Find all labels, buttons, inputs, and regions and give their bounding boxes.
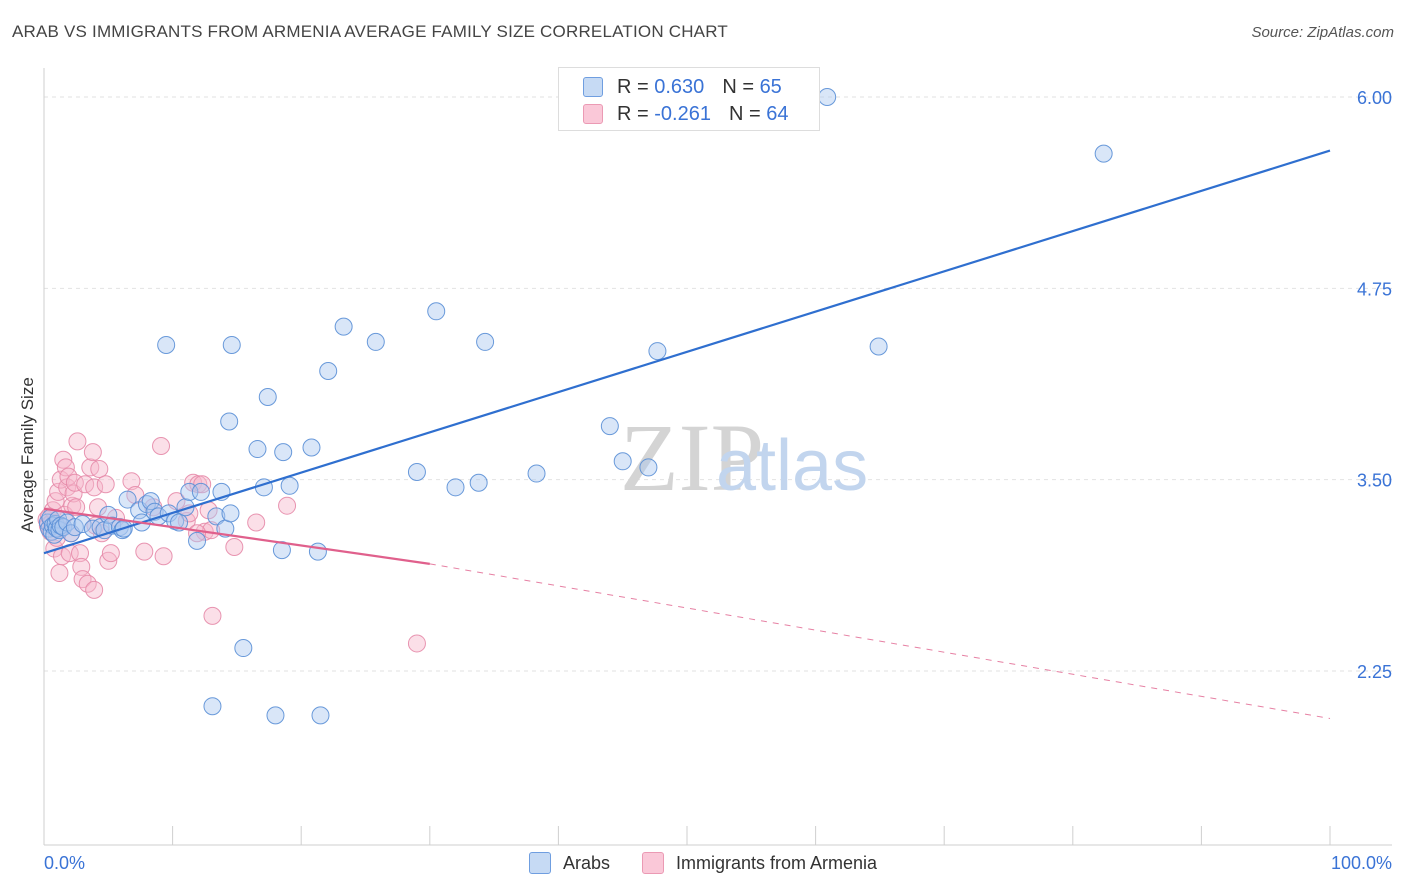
data-point <box>302 438 321 457</box>
trend-line-armenia <box>43 507 430 565</box>
series-legend: Arabs Immigrants from Armenia <box>0 852 1406 874</box>
data-point <box>81 458 100 477</box>
data-point <box>818 88 837 106</box>
data-point <box>225 538 244 557</box>
series-immigrants-from-armenia-points <box>37 432 426 653</box>
data-point <box>427 302 446 321</box>
data-point <box>600 417 619 436</box>
data-point <box>274 443 293 462</box>
data-point <box>280 476 299 495</box>
y-tick-label-3: 6.00 <box>1357 88 1392 108</box>
data-point <box>188 531 207 550</box>
legend-label: Immigrants from Armenia <box>675 852 878 873</box>
data-point <box>207 507 226 526</box>
data-point <box>639 458 658 477</box>
y-tick-label-1: 3.50 <box>1357 471 1392 491</box>
data-point <box>135 542 154 561</box>
tick-labels: 2.25 3.50 4.75 6.00 0.0% 100.0% <box>44 88 1392 873</box>
data-point <box>73 515 92 534</box>
data-point <box>407 634 426 653</box>
legend-label: Arabs <box>562 852 610 873</box>
legend-row-arabs: R = 0.630 N = 65 <box>583 74 782 100</box>
blue-swatch <box>528 852 551 874</box>
axes <box>43 68 1392 846</box>
watermark-atlas: atlas <box>716 426 868 506</box>
data-point <box>366 332 385 351</box>
trend-lines <box>43 149 1331 719</box>
data-point <box>157 335 176 354</box>
data-point <box>90 459 109 478</box>
stats-legend: R = 0.630 N = 65 R = -0.261 N = 64 <box>558 67 820 131</box>
data-point <box>141 492 160 511</box>
n-value: 65 <box>759 75 782 98</box>
data-point <box>266 706 285 725</box>
n-value: 64 <box>766 102 789 125</box>
x-tick-label-min: 0.0% <box>44 853 85 873</box>
data-point <box>308 542 327 561</box>
data-point <box>202 521 221 540</box>
trend-line-arabs <box>43 149 1331 555</box>
data-point <box>222 335 241 354</box>
data-point <box>527 464 546 483</box>
data-point <box>191 482 210 501</box>
chart-title: ARAB VS IMMIGRANTS FROM ARMENIA AVERAGE … <box>12 22 728 41</box>
data-point <box>446 478 465 497</box>
data-point <box>96 475 115 494</box>
data-point <box>154 547 173 566</box>
data-point <box>1094 144 1113 163</box>
r-value: 0.630 <box>654 75 705 98</box>
data-point <box>476 332 495 351</box>
r-label: R = <box>617 102 649 125</box>
pink-swatch <box>641 852 664 874</box>
r-label: R = <box>617 75 649 98</box>
data-point <box>85 580 104 599</box>
data-point <box>67 498 86 517</box>
grid-lines <box>44 96 1392 672</box>
n-label: N = <box>728 102 761 125</box>
data-point <box>203 697 222 716</box>
data-point <box>407 463 426 482</box>
data-point <box>334 317 353 336</box>
data-point <box>220 412 239 431</box>
watermark-zip: ZIP <box>620 404 764 511</box>
data-point <box>311 706 330 725</box>
n-label: N = <box>722 75 754 98</box>
data-point <box>869 337 888 356</box>
data-point <box>101 544 120 563</box>
y-tick-label-2: 4.75 <box>1357 279 1392 299</box>
data-point <box>648 342 667 361</box>
data-point <box>118 490 137 509</box>
data-point <box>152 436 171 455</box>
trend-line-armenia-extension <box>429 563 1331 719</box>
source-label: Source: ZipAtlas.com <box>1251 24 1394 41</box>
pink-swatch <box>583 104 603 124</box>
data-point <box>50 564 69 583</box>
data-point <box>319 361 338 380</box>
r-value: -0.261 <box>654 102 711 125</box>
blue-swatch <box>583 77 603 97</box>
data-point <box>122 472 141 491</box>
data-point <box>248 440 267 459</box>
data-point <box>85 478 104 497</box>
legend-item-arabs[interactable]: Arabs <box>528 852 610 874</box>
data-point <box>221 504 240 523</box>
data-point <box>247 513 266 532</box>
data-point <box>272 541 291 560</box>
data-point <box>278 496 297 515</box>
data-point <box>469 473 488 492</box>
data-point <box>613 452 632 471</box>
data-point <box>68 432 87 451</box>
data-point <box>203 606 222 625</box>
series-arabs-points <box>38 88 1113 725</box>
data-point <box>83 443 102 462</box>
legend-item-armenia[interactable]: Immigrants from Armenia <box>641 852 878 874</box>
y-tick-label-0: 2.25 <box>1357 662 1392 682</box>
x-tick-label-max: 100.0% <box>1331 853 1392 873</box>
data-point <box>258 388 277 407</box>
legend-row-armenia: R = -0.261 N = 64 <box>583 101 788 127</box>
data-point <box>71 544 90 563</box>
data-point <box>234 639 253 658</box>
